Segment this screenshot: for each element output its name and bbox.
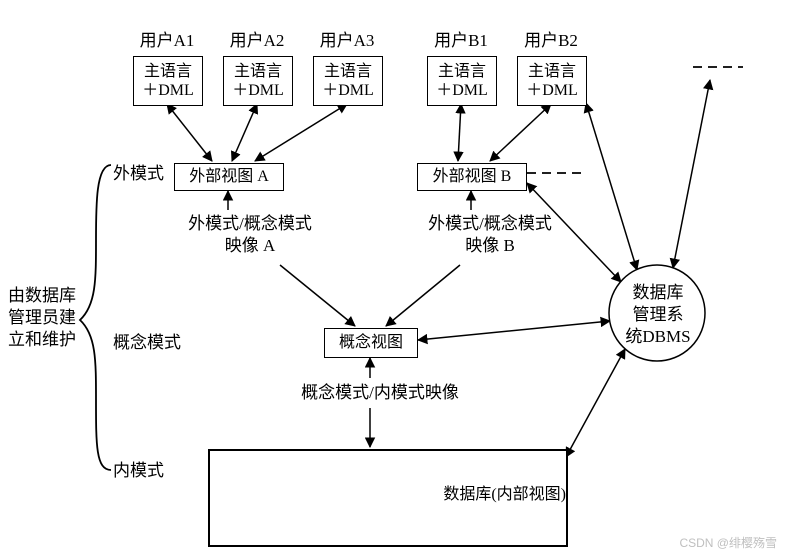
user-b2-label: 用户B2 xyxy=(517,30,585,52)
user-a3-label: 用户A3 xyxy=(313,30,381,52)
concept-view-box: 概念视图 xyxy=(324,328,418,358)
user-b1-box: 主语言＋DML xyxy=(427,56,497,106)
side-extern-label: 外模式 xyxy=(113,163,164,185)
dbms-label: 数据库管理系统DBMS xyxy=(612,282,704,348)
side-maint-label: 由数据库管理员建立和维护 xyxy=(8,285,88,351)
user-b1-label: 用户B1 xyxy=(427,30,495,52)
side-concept-label: 概念模式 xyxy=(113,332,181,354)
user-b2-box: 主语言＋DML xyxy=(517,56,587,106)
user-a1-label: 用户A1 xyxy=(133,30,201,52)
user-a2-box: 主语言＋DML xyxy=(223,56,293,106)
concept-inner-map-label: 概念模式/内模式映像 xyxy=(270,382,490,404)
external-view-a: 外部视图 A xyxy=(174,163,284,191)
side-inner-label: 内模式 xyxy=(113,460,164,482)
user-a1-box: 主语言＋DML xyxy=(133,56,203,106)
user-a3-box: 主语言＋DML xyxy=(313,56,383,106)
external-view-b: 外部视图 B xyxy=(417,163,527,191)
mapping-a-label: 外模式/概念模式映像 A xyxy=(160,213,340,257)
database-label: 数据库(内部视图) xyxy=(443,485,566,504)
user-a2-label: 用户A2 xyxy=(223,30,291,52)
database-box: 数据库(内部视图) xyxy=(208,449,568,547)
watermark: CSDN @绯樱殇雪 xyxy=(679,534,777,551)
mapping-b-label: 外模式/概念模式映像 B xyxy=(400,213,580,257)
